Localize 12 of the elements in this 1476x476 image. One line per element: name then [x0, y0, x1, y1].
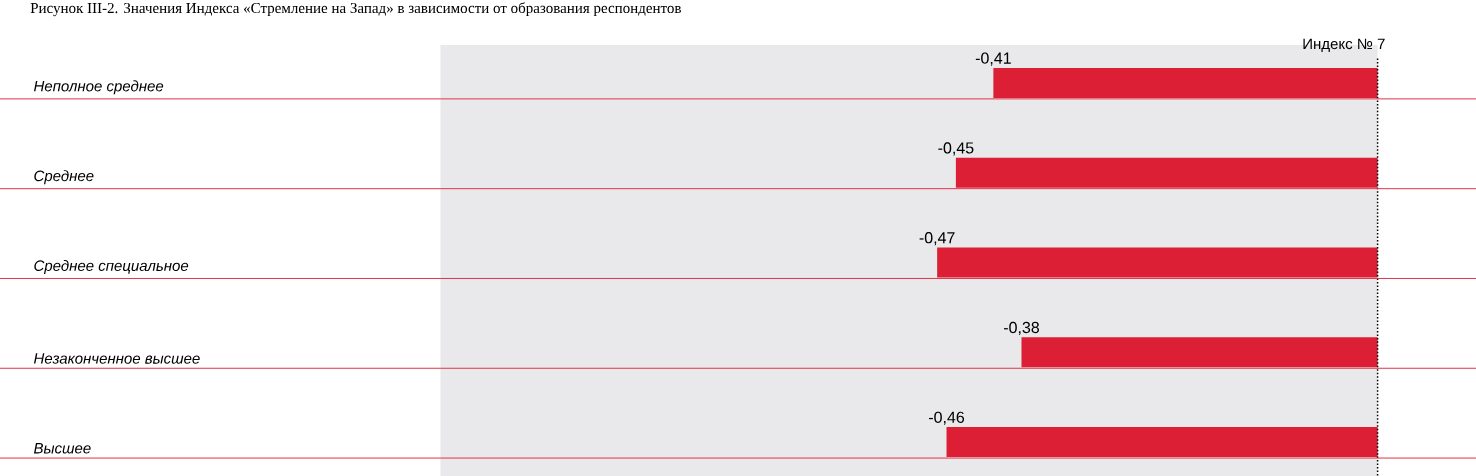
ref-line-label: Индекс № 7 [1303, 38, 1385, 52]
data-label: -0,45 [938, 142, 974, 156]
data-label: -0,41 [975, 52, 1011, 66]
y-tick-label: Среднее специальное [34, 259, 189, 274]
y-tick-label: Высшее [33, 443, 91, 454]
y-tick-label: Незаконченное высшее [33, 353, 200, 364]
data-label: -0,46 [929, 411, 965, 425]
data-label: -0,38 [1003, 321, 1040, 336]
text: Рисунок III-2. Значения Индекса «Стремление на Запад» в зависимости от образования респондентов [30, 2, 681, 17]
y-tick-label: Неполное среднее [33, 80, 164, 95]
data-label: -0,47 [919, 232, 955, 246]
y-tick-label: Среднее [34, 170, 94, 185]
